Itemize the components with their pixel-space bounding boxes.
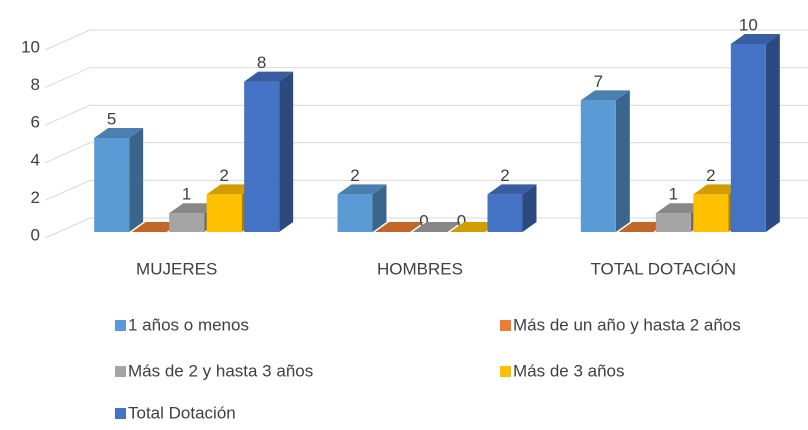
data-label: 10 bbox=[739, 15, 758, 34]
bar bbox=[94, 138, 130, 232]
legend-label: Más de 2 y hasta 3 años bbox=[128, 361, 313, 380]
bar-side bbox=[129, 128, 144, 232]
legend-swatch bbox=[500, 366, 511, 377]
bar-side bbox=[522, 184, 537, 232]
bar-top bbox=[169, 203, 219, 214]
bar bbox=[730, 44, 766, 232]
y-tick-label: 8 bbox=[31, 75, 40, 94]
x-tick-label: MUJERES bbox=[136, 259, 217, 278]
legend-swatch bbox=[500, 320, 511, 331]
data-label: 2 bbox=[219, 166, 228, 185]
bar-top bbox=[693, 184, 743, 195]
legend-label: Más de 3 años bbox=[513, 361, 625, 380]
legend-label: 1 años o menos bbox=[128, 315, 249, 334]
grid-line bbox=[44, 104, 808, 126]
bar bbox=[244, 81, 280, 232]
y-tick-label: 6 bbox=[31, 113, 40, 132]
bar bbox=[693, 194, 729, 232]
bar bbox=[655, 213, 691, 232]
grid-line bbox=[44, 142, 808, 164]
y-tick-label: 4 bbox=[31, 150, 40, 169]
bar bbox=[206, 194, 242, 232]
bar-top bbox=[94, 128, 144, 138]
data-label: 5 bbox=[107, 109, 116, 128]
data-label: 1 bbox=[182, 185, 191, 204]
legend-swatch bbox=[115, 408, 126, 419]
bar-top bbox=[450, 222, 499, 232]
bar-top bbox=[730, 34, 780, 44]
bar-top bbox=[337, 184, 387, 195]
data-label: 0 bbox=[457, 211, 466, 230]
x-tick-label: HOMBRES bbox=[377, 259, 463, 278]
bar-side bbox=[279, 71, 294, 232]
data-label: 8 bbox=[257, 53, 266, 72]
bar-top bbox=[375, 222, 424, 232]
bar-top bbox=[244, 71, 294, 82]
grid-line bbox=[44, 67, 808, 89]
bar-top bbox=[618, 222, 668, 232]
bar-top bbox=[580, 90, 630, 101]
bar bbox=[337, 194, 373, 232]
x-tick-label: TOTAL DOTACIÓN bbox=[590, 259, 736, 278]
data-label: 2 bbox=[350, 166, 359, 185]
bar-top bbox=[412, 222, 462, 232]
data-label: 2 bbox=[500, 166, 509, 185]
data-label: 2 bbox=[706, 166, 715, 185]
bar-top bbox=[206, 184, 256, 195]
data-label: 0 bbox=[419, 211, 428, 230]
y-tick-label: 0 bbox=[31, 225, 40, 244]
y-tick-label: 2 bbox=[31, 188, 40, 207]
legend-label: Más de un año y hasta 2 años bbox=[513, 315, 741, 334]
bar bbox=[487, 194, 523, 232]
bar bbox=[169, 213, 205, 232]
bar-top bbox=[131, 222, 181, 232]
legend-label: Total Dotación bbox=[128, 403, 236, 422]
bar-side bbox=[615, 90, 630, 233]
bar-top bbox=[487, 184, 537, 195]
grid-line bbox=[44, 179, 808, 201]
legend-swatch bbox=[115, 366, 126, 377]
bar-top bbox=[655, 203, 705, 214]
grid-line bbox=[44, 217, 808, 239]
bar-side bbox=[765, 34, 780, 232]
y-tick-label: 10 bbox=[21, 37, 40, 56]
bar bbox=[580, 100, 616, 233]
grid-line bbox=[44, 29, 808, 51]
bar-side bbox=[372, 184, 387, 232]
data-label: 7 bbox=[594, 72, 603, 91]
data-label: 1 bbox=[669, 185, 678, 204]
legend-swatch bbox=[115, 320, 126, 331]
